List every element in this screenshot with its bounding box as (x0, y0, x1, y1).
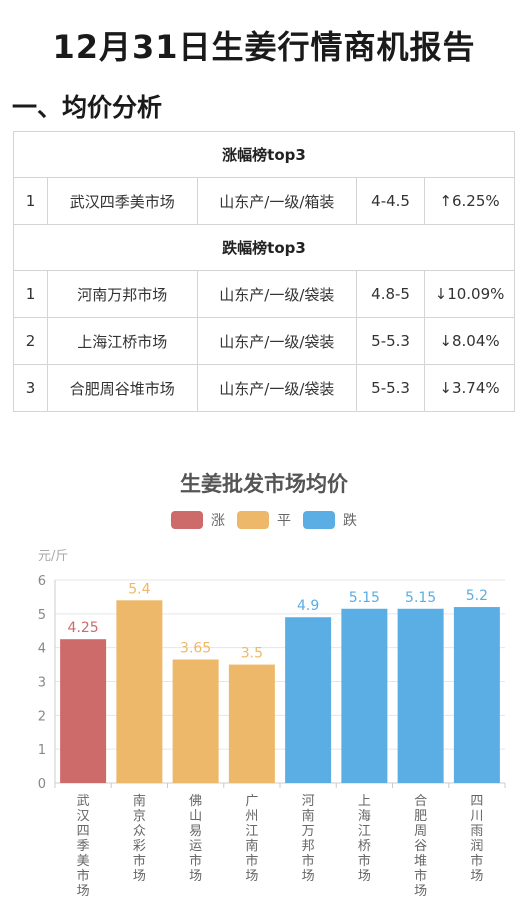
bar-value-label: 3.65 (180, 641, 211, 657)
market-cell: 武汉四季美市场 (46, 177, 198, 225)
spec-cell: 山东产/一级/袋装 (196, 270, 358, 318)
y-axis-label: 元/斤 (38, 549, 68, 564)
bar[interactable] (453, 607, 500, 783)
spec-cell: 山东产/一级/箱装 (196, 177, 358, 225)
y-tick-label: 6 (38, 574, 46, 589)
rise-header: 涨幅榜top3 (13, 131, 515, 178)
fall-header: 跌幅榜top3 (13, 224, 515, 271)
rank-cell: 1 (13, 270, 48, 318)
table-row: 1 武汉四季美市场 山东产/一级/箱装 4-4.5 ↑6.25% (13, 177, 515, 225)
price-cell: 4-4.5 (356, 177, 426, 225)
y-tick-label: 1 (38, 743, 46, 758)
y-tick-label: 3 (38, 676, 46, 691)
legend-swatch-rise (171, 511, 203, 529)
legend-swatch-flat (237, 511, 269, 529)
bar-chart-svg: 元/斤 0 1 2 3 4 5 6 4.25 武汉四季美市场 5.4 南京众彩市场 3.65 佛山易运市场… (38, 549, 506, 899)
rank-cell: 1 (13, 177, 48, 225)
page-title: 12月31日生姜行情商机报告 (52, 28, 476, 66)
x-tick-label: 佛山易运市场 (189, 794, 202, 884)
change-cell: ↑6.25% (424, 177, 515, 225)
legend-label: 涨 (211, 513, 225, 529)
legend-item-rise[interactable]: 涨 (171, 509, 225, 531)
rank-cell: 3 (13, 364, 48, 412)
x-tick-label: 广州江南市场 (245, 794, 258, 884)
rise-header-row: 涨幅榜top3 (13, 131, 515, 178)
price-cell: 4.8-5 (356, 270, 426, 318)
legend-swatch-fall (303, 511, 335, 529)
legend-label: 平 (277, 513, 291, 529)
table-row: 3 合肥周谷堆市场 山东产/一级/袋装 5-5.3 ↓3.74% (13, 364, 515, 412)
change-cell: ↓3.74% (424, 364, 515, 412)
change-cell: ↓8.04% (424, 317, 515, 365)
x-tick-label: 合肥周谷堆市场 (414, 794, 427, 899)
spec-cell: 山东产/一级/袋装 (196, 364, 358, 412)
rank-cell: 2 (13, 317, 48, 365)
bar[interactable] (172, 659, 219, 783)
market-cell: 河南万邦市场 (46, 270, 198, 318)
spec-cell: 山东产/一级/袋装 (196, 317, 358, 365)
bar-value-label: 4.9 (297, 598, 319, 614)
chart-title: 生姜批发市场均价 (180, 472, 348, 496)
x-tick-label: 武汉四季美市场 (77, 794, 90, 899)
legend-item-flat[interactable]: 平 (237, 509, 291, 531)
table-row: 1 河南万邦市场 山东产/一级/袋装 4.8-5 ↓10.09% (13, 270, 515, 318)
bar-value-label: 4.25 (68, 620, 99, 636)
bar[interactable] (285, 617, 332, 783)
price-chart: 生姜批发市场均价 涨 平 跌 元/斤 0 1 2 3 4 5 6 4.25 武汉四季美市场 5.4 南… (0, 450, 528, 911)
chart-legend: 涨 平 跌 (0, 509, 528, 531)
x-tick-label: 上海江桥市场 (358, 794, 371, 884)
bar[interactable] (397, 608, 444, 783)
legend-label: 跌 (343, 513, 357, 529)
y-tick-label: 0 (38, 777, 46, 792)
price-cell: 5-5.3 (356, 317, 426, 365)
price-cell: 5-5.3 (356, 364, 426, 412)
bar-value-label: 3.5 (241, 646, 263, 662)
market-cell: 合肥周谷堆市场 (46, 364, 198, 412)
section-title: 一、均价分析 (12, 93, 163, 122)
bar-value-label: 5.15 (405, 590, 436, 606)
x-tick-label: 河南万邦市场 (302, 794, 315, 884)
bar[interactable] (60, 639, 107, 783)
table-row: 2 上海江桥市场 山东产/一级/袋装 5-5.3 ↓8.04% (13, 317, 515, 365)
x-tick-label: 四川雨润市场 (470, 794, 483, 884)
bar[interactable] (116, 600, 163, 783)
bar-value-label: 5.4 (128, 581, 150, 597)
bar-value-label: 5.15 (349, 590, 380, 606)
bar-value-label: 5.2 (466, 588, 488, 604)
y-tick-label: 5 (38, 608, 46, 623)
y-tick-label: 2 (38, 709, 46, 724)
bar[interactable] (341, 608, 388, 783)
y-tick-label: 4 (38, 642, 46, 657)
fall-header-row: 跌幅榜top3 (13, 224, 515, 271)
price-table: 涨幅榜top3 1 武汉四季美市场 山东产/一级/箱装 4-4.5 ↑6.25%… (13, 131, 515, 412)
bar[interactable] (228, 664, 275, 783)
change-cell: ↓10.09% (424, 270, 515, 318)
market-cell: 上海江桥市场 (46, 317, 198, 365)
x-tick-label: 南京众彩市场 (133, 793, 146, 884)
legend-item-fall[interactable]: 跌 (303, 509, 357, 531)
